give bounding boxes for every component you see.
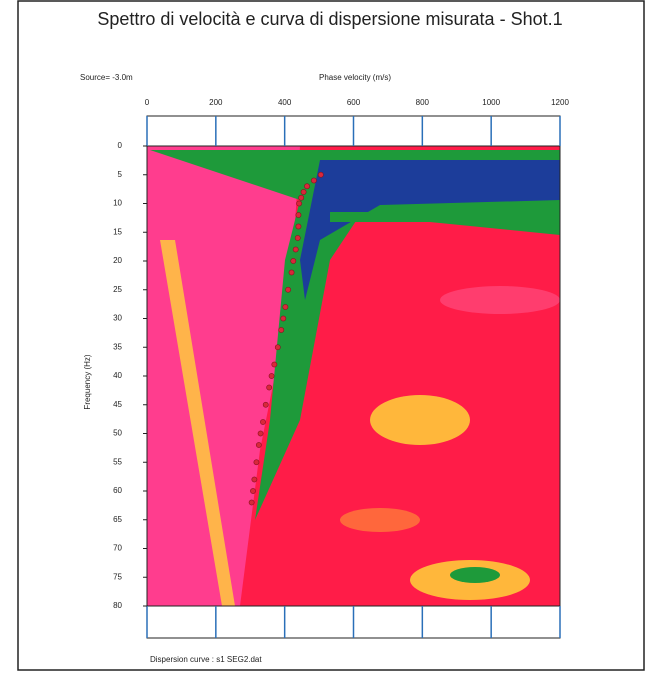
dispersion-point <box>275 345 280 350</box>
y-tick-label: 80 <box>113 601 122 610</box>
dispersion-point <box>281 316 286 321</box>
annotation: Source= -3.0m <box>80 73 133 82</box>
y-tick-label: 75 <box>113 572 122 581</box>
y-tick-label: 55 <box>113 457 122 466</box>
dispersion-point <box>296 224 301 229</box>
dispersion-point <box>279 327 284 332</box>
page: {"chart_data": {"type": "scatter", "titl… <box>0 0 661 676</box>
y-tick-label: 60 <box>113 486 122 495</box>
dispersion-point <box>296 212 301 217</box>
y-tick-label: 50 <box>113 429 122 438</box>
footnote: Dispersion curve : s1 SEG2.dat <box>150 655 262 664</box>
dispersion-point <box>283 304 288 309</box>
x-tick-label: 200 <box>209 98 223 107</box>
dispersion-point <box>291 258 296 263</box>
y-tick-label: 0 <box>118 141 123 150</box>
dispersion-point <box>301 189 306 194</box>
dispersion-point <box>263 402 268 407</box>
dispersion-point <box>256 442 261 447</box>
x-tick-label: 1000 <box>482 98 500 107</box>
dispersion-point <box>286 287 291 292</box>
dispersion-point <box>252 477 257 482</box>
x-tick-label: 1200 <box>551 98 569 107</box>
dispersion-point <box>293 247 298 252</box>
x-tick-label: 800 <box>416 98 430 107</box>
y-axis-label: Frequency (Hz) <box>83 354 92 409</box>
dispersion-point <box>311 178 316 183</box>
dispersion-point <box>318 172 323 177</box>
dispersion-point <box>269 373 274 378</box>
spectrum-background <box>147 146 560 606</box>
dispersion-point <box>272 362 277 367</box>
x-axis-label: Phase velocity (m/s) <box>319 73 391 82</box>
dispersion-point <box>258 431 263 436</box>
y-tick-label: 25 <box>113 285 122 294</box>
y-tick-label: 10 <box>113 199 122 208</box>
dispersion-point <box>304 184 309 189</box>
dispersion-point <box>254 460 259 465</box>
y-tick-label: 70 <box>113 544 122 553</box>
dispersion-point <box>250 488 255 493</box>
dispersion-point <box>299 195 304 200</box>
x-tick-label: 600 <box>347 98 361 107</box>
dispersion-point <box>289 270 294 275</box>
y-tick-label: 45 <box>113 400 122 409</box>
x-tick-label: 0 <box>145 98 150 107</box>
y-tick-label: 35 <box>113 342 122 351</box>
x-tick-label: 400 <box>278 98 292 107</box>
y-tick-label: 40 <box>113 371 122 380</box>
y-tick-label: 15 <box>113 227 122 236</box>
dispersion-point <box>260 419 265 424</box>
y-tick-label: 5 <box>118 170 123 179</box>
dispersion-point <box>295 235 300 240</box>
dispersion-point <box>249 500 254 505</box>
y-tick-label: 30 <box>113 314 122 323</box>
y-tick-label: 20 <box>113 256 122 265</box>
chart-title: Spettro di velocità e curva di dispersio… <box>97 9 562 29</box>
figure: Spettro di velocità e curva di dispersio… <box>0 0 661 671</box>
dispersion-point <box>297 201 302 206</box>
y-tick-label: 65 <box>113 515 122 524</box>
dispersion-point <box>267 385 272 390</box>
